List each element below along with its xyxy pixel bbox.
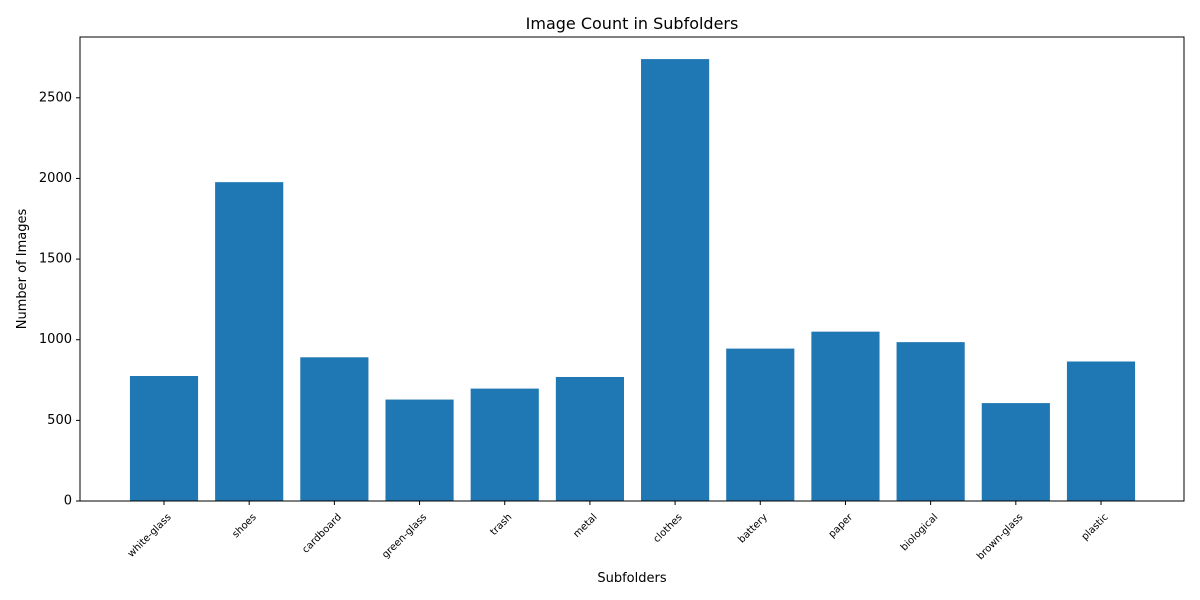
x-tick-label: brown-glass xyxy=(975,512,1025,562)
y-tick-label: 2000 xyxy=(39,171,72,186)
x-tick-label: battery xyxy=(736,512,770,546)
bar-brown-glass xyxy=(981,403,1050,501)
chart-title: Image Count in Subfolders xyxy=(526,14,739,33)
y-axis-label: Number of Images xyxy=(15,209,30,330)
y-tick-label: 1000 xyxy=(39,332,72,347)
bar-shoes xyxy=(215,182,284,501)
bar-green-glass xyxy=(385,399,454,501)
y-tick-label: 0 xyxy=(64,494,72,509)
x-tick-label: white-glass xyxy=(126,512,174,560)
x-tick-label: plastic xyxy=(1080,512,1111,543)
bar-clothes xyxy=(641,59,710,501)
x-tick-label: green-glass xyxy=(380,512,429,561)
x-tick-label: metal xyxy=(571,512,599,540)
bars-group xyxy=(129,59,1136,501)
bar-paper xyxy=(811,331,880,501)
y-tick-label: 2500 xyxy=(39,90,72,105)
x-tick-label: cardboard xyxy=(300,512,344,556)
bar-trash xyxy=(470,388,539,501)
x-tick-label: biological xyxy=(899,512,940,553)
x-tick-label: clothes xyxy=(651,512,684,545)
bar-biological xyxy=(896,342,965,501)
y-tick-label: 500 xyxy=(47,413,72,428)
x-axis-label: Subfolders xyxy=(597,571,666,586)
x-axis: white-glass shoes cardboard green-glass tras… xyxy=(126,501,1111,562)
plot-frame xyxy=(79,36,1185,502)
bar-metal xyxy=(555,376,624,501)
x-tick-label: paper xyxy=(827,511,856,540)
y-tick-label: 1500 xyxy=(39,252,72,267)
bar-plastic xyxy=(1066,361,1136,501)
x-tick-label: shoes xyxy=(231,512,259,540)
bar-white-glass xyxy=(129,376,199,501)
x-tick-label: trash xyxy=(488,512,514,538)
bar-battery xyxy=(726,348,795,501)
bar-cardboard xyxy=(300,357,369,501)
y-axis: 0 500 1000 1500 2000 2500 xyxy=(39,90,80,509)
